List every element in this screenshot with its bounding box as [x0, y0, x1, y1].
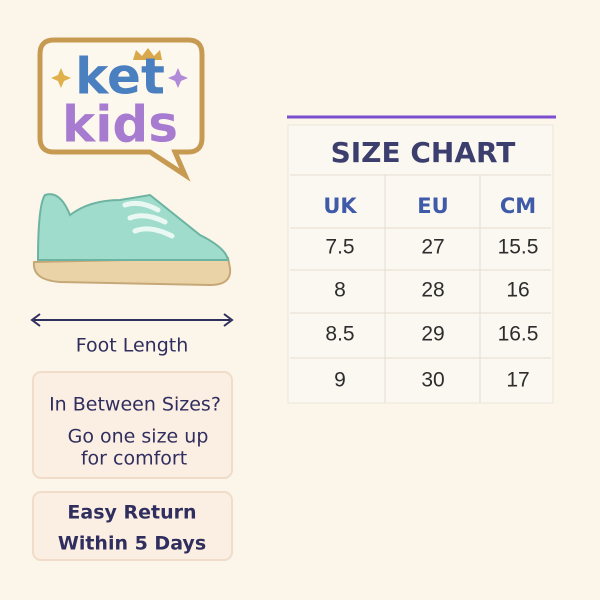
sparkle-icon: [168, 68, 188, 88]
crown-icon: [133, 48, 162, 60]
table-cell: 7.5: [325, 236, 354, 259]
shoe-illustration: [32, 193, 232, 287]
foot-length-label: Foot Length: [76, 335, 189, 357]
table-cell: 29: [421, 323, 444, 346]
logo-text: kids: [62, 96, 178, 154]
return-box: [32, 491, 233, 561]
logo-bubble: [37, 37, 205, 182]
return-text: Easy Return: [67, 502, 196, 524]
table-cell: 17: [506, 369, 529, 392]
table-title: SIZE CHART: [331, 136, 516, 169]
column-header: EU: [417, 194, 448, 218]
logo-text: ket: [75, 48, 165, 106]
size-table: [287, 124, 554, 404]
tip-title: In Between Sizes?: [49, 394, 221, 416]
return-text: Within 5 Days: [58, 533, 206, 555]
table-cell: 9: [334, 369, 346, 392]
arrow-heads: [30, 313, 234, 327]
table-cell: 15.5: [498, 236, 539, 259]
table-body: UK EU CM 7.5 27 15.5 8 28 16 8.5 29 16.5 9 30 17: [290, 174, 551, 403]
tip-box: [32, 371, 233, 479]
table-cell: 27: [421, 236, 444, 259]
table-cell: 30: [421, 369, 444, 392]
table-cell: 16: [506, 279, 529, 302]
sparkle-icon: [51, 68, 71, 88]
tip-text: Go one size up: [68, 426, 209, 448]
tip-text: for comfort: [81, 448, 187, 470]
column-header: CM: [500, 194, 536, 218]
table-cell: 16.5: [498, 323, 539, 346]
column-header: UK: [323, 194, 357, 218]
table-cell: 8.5: [325, 323, 354, 346]
table-cell: 8: [334, 279, 346, 302]
table-cell: 28: [421, 279, 444, 302]
